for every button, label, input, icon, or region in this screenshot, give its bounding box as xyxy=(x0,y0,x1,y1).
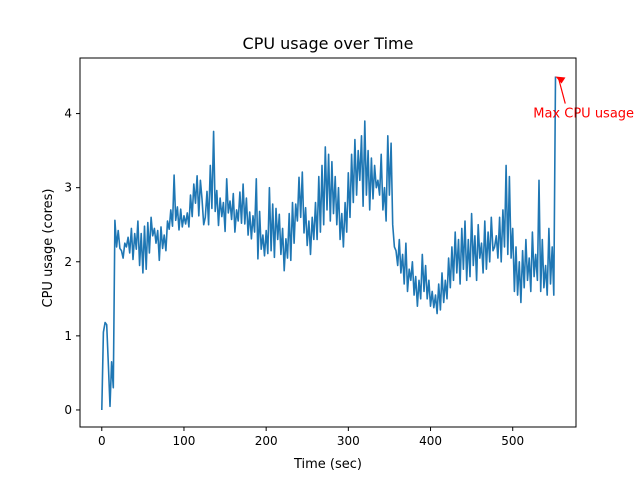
x-tick-label: 400 xyxy=(419,434,442,448)
x-tick-label: 500 xyxy=(501,434,524,448)
plot-frame xyxy=(79,57,577,428)
y-tick-label: 2 xyxy=(64,255,72,269)
x-tick-label: 200 xyxy=(255,434,278,448)
x-tick-label: 100 xyxy=(173,434,196,448)
annotation-label: Max CPU usage xyxy=(533,107,634,122)
x-tick-label: 300 xyxy=(337,434,360,448)
y-axis-label: CPU usage (cores) xyxy=(41,189,56,308)
x-axis-label: Time (sec) xyxy=(293,457,362,472)
y-tick-label: 0 xyxy=(64,403,72,417)
y-tick-label: 1 xyxy=(64,329,72,343)
axis-ticks: 0 100 200 300 400 500 0 1 2 3 4 xyxy=(64,107,524,448)
annotation-arrow xyxy=(557,77,566,104)
cpu-usage-line xyxy=(101,76,557,411)
y-tick-label: 3 xyxy=(64,181,72,195)
chart-title: CPU usage over Time xyxy=(243,34,414,53)
plot-area xyxy=(101,76,557,411)
annotation: Max CPU usage xyxy=(533,76,634,122)
x-tick-label: 0 xyxy=(98,434,106,448)
y-tick-label: 4 xyxy=(64,107,72,121)
annotation-arrowhead xyxy=(555,76,566,84)
